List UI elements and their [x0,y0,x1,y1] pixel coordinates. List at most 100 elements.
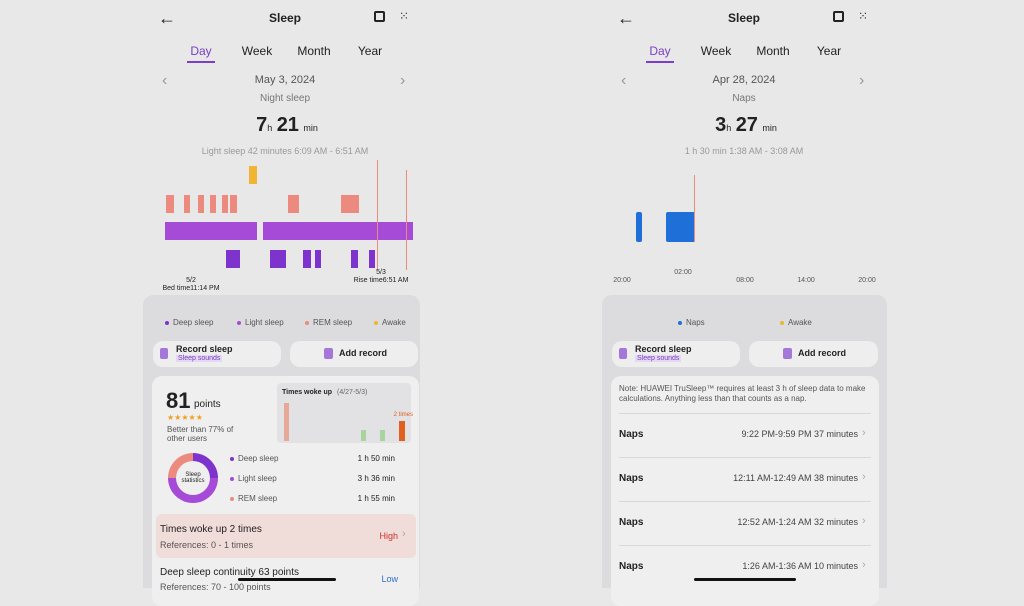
next[interactable]: › [859,72,865,89]
axis-label: 20:00 [613,277,631,284]
next[interactable]: › [400,72,406,89]
start-date: 5/2 [186,277,196,284]
icon [324,348,333,359]
nap-label[interactable]: Naps [619,429,644,440]
donut-label: Sleep statistics [181,472,205,484]
stat-value: 1 h 50 min [357,454,395,463]
back-arrow[interactable]: ← [617,8,635,28]
separator [619,457,871,458]
legend-item: Awake [780,318,812,327]
nap-detail: 9:22 PM-9:59 PM 37 minutes [741,429,858,439]
legend-item: Light sleep [237,318,284,327]
tab-underline [187,61,215,63]
stat-value: 3 h 36 min [357,474,395,483]
date: Apr 28, 2024 [712,74,776,86]
separator [619,545,871,546]
sublabel: Sleep sounds [635,355,682,362]
donut [168,453,218,503]
note: Note: HUAWEI TruSleep™ requires at least… [619,384,866,403]
woke-label: 2 times [393,412,413,418]
tab[interactable]: Day [649,44,671,58]
home-indicator [238,578,336,581]
tab[interactable]: Day [190,44,212,58]
record-button[interactable]: Record sleep Sleep sounds [153,341,281,367]
tab[interactable]: Year [357,44,383,58]
calendar-icon[interactable] [374,11,385,22]
insight-reference: References: 70 - 100 points [160,582,271,592]
tab[interactable]: Month [756,44,790,58]
hours: 7 [256,114,268,136]
legend-label: Deep sleep [173,318,214,327]
insight-level: High [379,531,398,541]
title: Sleep [727,11,761,25]
stat-value: 1 h 55 min [357,494,395,503]
legend-item: Awake [374,318,406,327]
nap-label[interactable]: Naps [619,517,644,528]
prev[interactable]: ‹ [162,72,168,89]
prev[interactable]: ‹ [621,72,627,89]
rise-time: Rise time6:51 AM [353,277,409,284]
minutes: 27 [735,114,758,136]
legend-label: Naps [686,318,705,327]
fullscreen-icon[interactable]: ⁙ [399,9,410,23]
nap-label[interactable]: Naps [619,561,644,572]
nap-detail: 12:52 AM-1:24 AM 32 minutes [737,517,858,527]
icon [619,348,627,359]
chevron: › [862,559,866,571]
add-record-button[interactable]: Add record [749,341,878,367]
bar [380,430,385,441]
record-button[interactable]: Record sleep Sleep sounds [612,341,740,367]
icon [160,348,168,359]
detail: Light sleep 42 minutes 6:09 AM - 6:51 AM [201,146,369,156]
chevron: › [862,515,866,527]
chevron: › [862,471,866,483]
insight-title: Times woke up 2 times [160,524,262,535]
score: 81 [166,388,191,413]
chevron: › [862,427,866,439]
duration: 3h 27 min [715,114,777,137]
unit: h [726,123,732,133]
naps-card [611,376,879,606]
legend-item: Naps [678,318,705,327]
hypnogram [165,160,413,270]
stat-name: Deep sleep [230,454,278,463]
woke-chart: Times woke up (4/27-5/3) 2 times [277,383,413,443]
fullscreen-icon[interactable]: ⁙ [858,9,869,23]
nap-detail: 1:26 AM-1:36 AM 10 minutes [742,561,858,571]
page: ← Sleep ⁙ Day Week Month Year ‹ › May 3,… [143,8,887,592]
insight-level: Low [381,574,398,584]
legend-item: REM sleep [305,318,352,327]
nap-detail: 12:11 AM-12:49 AM 38 minutes [733,473,858,483]
back-arrow[interactable]: ← [158,8,176,28]
detail: 1 h 30 min 1:38 AM - 3:08 AM [684,146,804,156]
stat-name: REM sleep [230,494,277,503]
nap-label[interactable]: Naps [619,473,644,484]
label: Add record [798,348,847,358]
legend-label: REM sleep [313,318,353,327]
stat-label: REM sleep [238,494,278,503]
stat-label: Deep sleep [238,454,279,463]
icon [783,348,792,359]
add-record-button[interactable]: Add record [290,341,418,367]
woke-range: (4/27-5/3) [337,389,368,396]
axis-label: 08:00 [736,277,754,284]
axis-label: 02:00 [674,269,692,276]
label: Record sleep [635,344,692,354]
calendar-icon[interactable] [833,11,844,22]
tab[interactable]: Week [241,44,273,58]
insight[interactable]: Times woke up 2 times References: 0 - 1 … [156,514,416,558]
bar [361,430,366,441]
minutes: 21 [276,114,299,136]
bed-time: Bed time11:14 PM [162,285,220,292]
axis-label: 14:00 [797,277,815,284]
tab-underline [646,61,674,63]
sleep-type: Night sleep [259,93,311,104]
score-unit: points [194,399,221,410]
tab[interactable]: Week [700,44,732,58]
stat-name: Light sleep [230,474,277,483]
tab[interactable]: Month [297,44,331,58]
bar [399,421,405,441]
woke-title: Times woke up [282,389,333,396]
tab[interactable]: Year [816,44,842,58]
legend-label: Awake [788,318,812,327]
